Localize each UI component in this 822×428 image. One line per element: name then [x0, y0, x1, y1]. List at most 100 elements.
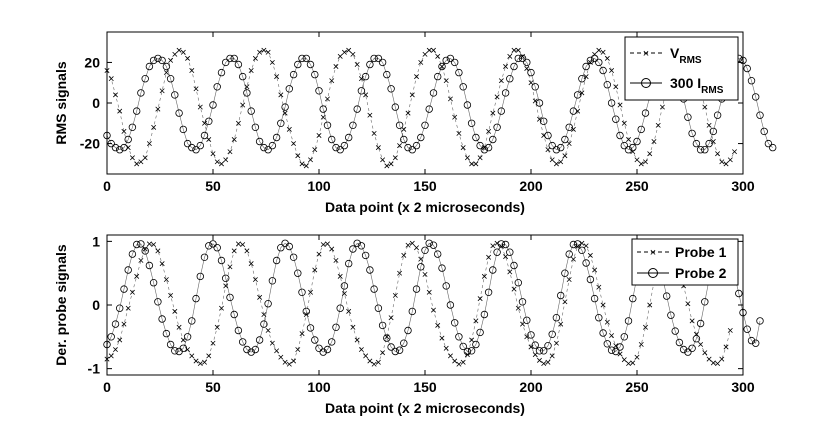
- rms-data-point: [155, 106, 161, 112]
- rms-data-point: [261, 47, 267, 53]
- rms-data-point: [363, 92, 369, 98]
- rms-data-point: [171, 91, 179, 99]
- probe-data-point: [528, 344, 534, 350]
- rms-data-point: [197, 104, 203, 110]
- rms-data-point: [518, 54, 527, 63]
- rms-data-point: [473, 161, 479, 167]
- rms-data-point: [769, 143, 777, 152]
- probe-data-point: [230, 310, 238, 319]
- probe-data-point: [151, 242, 157, 248]
- probe-data-point: [612, 347, 620, 356]
- probe-data-point: [209, 240, 217, 248]
- rms-data-point: [548, 141, 556, 150]
- rms-data-point: [328, 135, 336, 144]
- probe-y-tick-label: 0: [92, 297, 100, 313]
- rms-data-point: [713, 111, 722, 119]
- probe-data-point: [146, 241, 152, 247]
- probe-data-point: [447, 353, 453, 359]
- rms-data-point: [294, 60, 302, 69]
- rms-data-point: [213, 83, 221, 91]
- probe-data-point: [367, 358, 373, 364]
- probe-data-point: [514, 279, 522, 287]
- probe-data-point: [523, 316, 531, 324]
- rms-data-point: [221, 58, 230, 67]
- rms-data-point: [425, 105, 433, 113]
- rms-data-point: [412, 141, 421, 150]
- rms-data-point: [340, 141, 349, 150]
- rms-data-point: [111, 143, 120, 152]
- probe-data-point: [286, 361, 292, 367]
- rms-data-point: [641, 109, 650, 117]
- probe-data-point: [278, 354, 284, 360]
- probe-data-point: [489, 266, 497, 274]
- rms-data-point: [312, 147, 318, 153]
- probe-data-point: [518, 298, 527, 306]
- probe-data-point: [397, 270, 403, 276]
- rms-data-point: [217, 68, 226, 77]
- rms-legend: × VRMS 300 IRMS: [624, 36, 739, 101]
- probe-data-point: [112, 347, 118, 353]
- probe-data-point: [155, 248, 161, 254]
- probe-data-point: [435, 322, 441, 328]
- probe-data-point: [595, 314, 603, 322]
- rms-data-point: [405, 110, 411, 116]
- probe-data-point: [634, 354, 640, 360]
- probe-data-point: [578, 246, 586, 254]
- probe-data-point: [511, 286, 517, 292]
- probe-legend-box: [631, 238, 739, 286]
- rms-data-point: [209, 101, 217, 109]
- probe-data-point: [586, 275, 595, 284]
- rms-data-point: [760, 127, 768, 136]
- probe-data-point: [264, 300, 272, 308]
- rms-data-point: [590, 54, 599, 63]
- probe-data-point: [274, 348, 280, 354]
- probe-data-point: [460, 359, 466, 365]
- probe-data-point: [103, 340, 111, 349]
- rms-data-point: [264, 145, 272, 154]
- probe-data-point: [378, 321, 387, 330]
- rms-data-point: [272, 133, 281, 142]
- rms-data-point: [200, 131, 209, 140]
- rms-data-point: [503, 64, 509, 69]
- probe-data-point: [111, 320, 120, 328]
- rms-data-point: [159, 88, 165, 94]
- rms-data-point: [345, 133, 353, 142]
- rms-data-point: [642, 159, 648, 165]
- rms-legend-label-v: VRMS: [670, 45, 702, 66]
- probe-data-point: [299, 331, 305, 337]
- rms-y-tick-label: 0: [92, 95, 100, 111]
- rms-data-point: [137, 89, 145, 97]
- rms-data-point: [480, 145, 489, 154]
- probe-data-point: [510, 261, 518, 270]
- rms-data-point: [252, 55, 258, 61]
- rms-x-tick-label: 300: [731, 178, 755, 194]
- probe-data-point: [252, 277, 258, 283]
- probe-data-point: [333, 257, 339, 263]
- probe-data-point: [400, 339, 408, 347]
- rms-data-point: [117, 108, 123, 114]
- probe-data-point: [176, 324, 182, 330]
- rms-data-point: [146, 141, 152, 147]
- probe-data-point: [626, 361, 632, 367]
- probe-data-point: [269, 340, 275, 346]
- rms-data-point: [544, 131, 552, 140]
- probe-data-point: [692, 335, 701, 343]
- rms-data-point: [443, 78, 449, 84]
- probe-legend-marker-2: [648, 268, 658, 278]
- rms-data-point: [298, 54, 306, 63]
- probe-data-point: [124, 266, 132, 274]
- rms-data-point: [268, 141, 277, 150]
- probe-data-point: [747, 336, 756, 345]
- probe-data-point: [607, 346, 616, 354]
- rms-data-point: [549, 157, 555, 163]
- probe-data-point: [569, 240, 578, 249]
- probe-data-point: [735, 289, 743, 298]
- rms-data-point: [149, 56, 158, 65]
- probe-data-point: [617, 351, 623, 357]
- probe-data-point: [302, 307, 310, 316]
- rms-data-point: [455, 68, 463, 77]
- probe-data-point: [159, 261, 165, 267]
- probe-data-point: [434, 250, 442, 258]
- probe-data-point: [552, 314, 561, 322]
